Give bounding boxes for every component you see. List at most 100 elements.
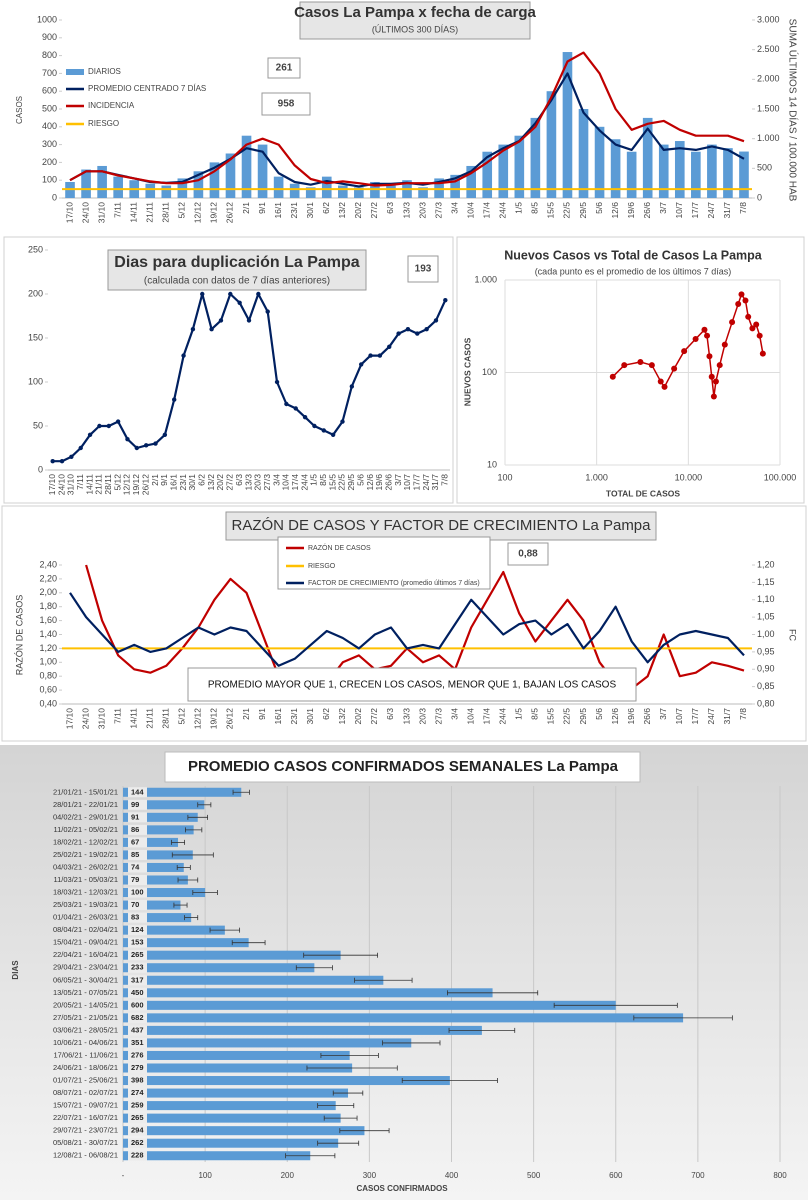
bar: [161, 185, 172, 198]
line-marker: [349, 384, 355, 389]
x-tick-label: 13/3: [401, 202, 411, 219]
chart-subtitle: (ÚLTIMOS 300 DÍAS): [372, 24, 458, 34]
text-box: [107, 249, 367, 291]
x-tick-label: 24/7: [706, 202, 716, 219]
line-marker: [209, 327, 214, 332]
x-tick-label: 5/6: [355, 474, 365, 486]
x-tick-label: 10/4: [465, 708, 475, 725]
x-tick-label: 30/1: [305, 202, 315, 219]
y-tick-label: 1,80: [39, 601, 57, 611]
y-tick-label: 01/04/21 - 26/03/21: [53, 913, 118, 922]
x-tick-label: 700: [691, 1171, 705, 1180]
x-tick-label: 16/1: [168, 474, 178, 491]
x-tick-label: 10/7: [402, 474, 412, 491]
y-tick-label: 25/02/21 - 19/02/21: [53, 850, 118, 859]
line-marker: [274, 379, 280, 385]
value-label: 600: [131, 1000, 144, 1009]
line-marker: [50, 459, 55, 464]
x-tick-label: 22/5: [562, 708, 572, 725]
x-tick-label: 12/12: [122, 474, 132, 496]
x-tick-label: 6/3: [385, 202, 395, 214]
x-tick-label: 2/1: [241, 202, 251, 214]
y-tick-label: 13/05/21 - 07/05/21: [53, 988, 118, 997]
y-tick-label: 0,40: [39, 698, 57, 708]
x-tick-label: 800: [773, 1171, 787, 1180]
x-tick-label: -: [122, 1171, 125, 1180]
x-tick-label: 21/11: [145, 202, 155, 223]
value-label: 265: [131, 1113, 144, 1122]
y-tick-label: 27/05/21 - 21/05/21: [53, 1013, 118, 1022]
y2-tick-label: 1,20: [757, 559, 775, 569]
line-marker: [415, 331, 420, 336]
x-tick-label: 27/2: [369, 708, 379, 725]
x-tick-label: 28/11: [161, 202, 171, 223]
value-label-box: [128, 1088, 147, 1099]
value-label: 398: [131, 1076, 144, 1085]
x-tick-label: 12/6: [610, 202, 620, 219]
bar: [273, 176, 284, 198]
bar: [123, 787, 242, 797]
bar: [123, 950, 341, 960]
y-tick-label: 05/08/21 - 30/07/21: [53, 1138, 118, 1147]
x-tick-label: 100: [198, 1171, 212, 1180]
annotation: 193: [415, 264, 432, 275]
x-tick-label: 400: [445, 1171, 459, 1180]
x-tick-label: 31/7: [722, 202, 732, 219]
bar: [123, 825, 194, 835]
x-tick-label: 12/6: [365, 474, 375, 491]
x-tick-label: 6/3: [234, 474, 244, 486]
y-axis-label: RAZÓN DE CASOS: [14, 595, 24, 676]
bar: [123, 963, 315, 973]
x-tick-label: 24/10: [80, 202, 90, 224]
text-box: [299, 1, 531, 40]
x-tick-label: 31/10: [96, 708, 106, 730]
chart-subtitle: (calculada con datos de 7 días anteriore…: [144, 276, 330, 287]
line-marker: [78, 445, 83, 451]
line-marker: [237, 300, 242, 305]
panel-border: [456, 236, 805, 504]
legend-label: RIESGO: [308, 563, 336, 570]
x-tick-label: 17/10: [64, 202, 74, 224]
x-tick-label: 26/6: [642, 708, 652, 725]
y-tick-label: 24/06/21 - 18/06/21: [53, 1063, 118, 1072]
x-tick-label: 31/7: [722, 708, 732, 725]
line-marker: [59, 459, 65, 464]
text-box: [407, 255, 439, 283]
scatter-point: [753, 321, 760, 328]
x-tick-label: 7/8: [440, 474, 450, 486]
x-tick-label: 28/11: [161, 708, 171, 729]
bar: [123, 913, 192, 923]
bar: [482, 151, 493, 198]
scatter-point: [609, 373, 616, 380]
bar: [123, 875, 188, 885]
x-tick-label: 24/7: [421, 474, 431, 491]
bar: [386, 185, 396, 198]
y-tick-label: 100: [42, 175, 57, 185]
bar: [578, 109, 589, 198]
y-tick-label: 150: [28, 332, 43, 342]
scatter-point: [681, 348, 688, 355]
x-tick-label: 300: [363, 1171, 377, 1180]
x-tick-label: 8/5: [530, 202, 540, 214]
bar: [305, 187, 316, 198]
bar: [450, 174, 460, 198]
panel-border: [1, 505, 807, 742]
x-tick-label: 200: [281, 1171, 295, 1180]
y-tick-label: 200: [28, 288, 43, 298]
line-marker: [284, 401, 289, 407]
value-label-box: [128, 799, 147, 810]
y-tick-label: 29/07/21 - 23/07/21: [53, 1126, 118, 1135]
y2-axis-label: FC: [788, 629, 798, 641]
bar: [626, 151, 637, 198]
value-label-box: [128, 975, 147, 986]
x-tick-label: 27/2: [369, 202, 379, 219]
line-marker: [106, 423, 111, 429]
y-axis-label: NUEVOS CASOS: [462, 337, 472, 406]
x-tick-label: 2/1: [241, 708, 251, 720]
y2-tick-label: 0,85: [757, 681, 775, 691]
scatter-point: [706, 353, 713, 360]
bar: [123, 1113, 341, 1123]
text-box: [261, 92, 311, 116]
x-tick-label: 26/6: [642, 202, 652, 219]
y2-tick-label: 3.000: [757, 14, 780, 24]
